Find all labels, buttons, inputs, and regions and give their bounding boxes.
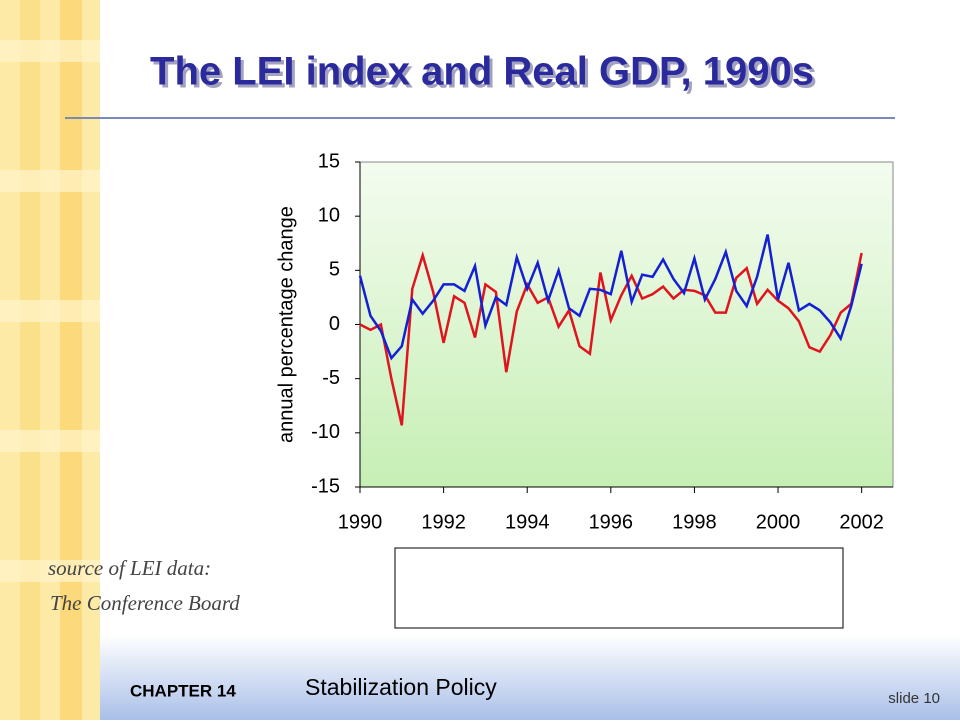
x-tick-label: 2002 bbox=[839, 511, 884, 533]
x-tick-label: 1998 bbox=[672, 511, 717, 533]
series-line bbox=[359, 250, 863, 426]
source-text: source of LEI data: bbox=[48, 556, 211, 580]
y-tick-label: -15 bbox=[311, 475, 340, 497]
source-text: The Conference Board bbox=[50, 591, 240, 615]
y-axis-label: annual percentage change bbox=[275, 206, 297, 443]
footer-band bbox=[100, 635, 960, 720]
x-tick-label: 2000 bbox=[756, 511, 801, 533]
x-tick-label: 1992 bbox=[421, 511, 466, 533]
slide-number: slide 10 bbox=[888, 690, 940, 707]
x-tick-label: 1994 bbox=[505, 511, 550, 533]
y-tick-label: -5 bbox=[322, 367, 340, 389]
y-tick-label: 15 bbox=[318, 150, 340, 172]
y-tick-label: -10 bbox=[311, 421, 340, 443]
x-tick-label: 1996 bbox=[589, 511, 634, 533]
topic: Stabilization Policy bbox=[305, 674, 497, 700]
x-tick-label: 1990 bbox=[338, 511, 383, 533]
title-shadow: The LEI index and Real GDP, 1990s bbox=[153, 53, 817, 97]
chapter: CHAPTER 14 bbox=[130, 681, 236, 700]
legend bbox=[394, 547, 844, 629]
title: The LEI index and Real GDP, 1990s bbox=[150, 50, 814, 94]
left-stripe bbox=[0, 0, 100, 720]
series-line bbox=[358, 234, 863, 361]
y-tick-label: 0 bbox=[329, 313, 340, 335]
y-tick-label: 10 bbox=[318, 204, 340, 226]
y-tick-label: 5 bbox=[329, 259, 340, 281]
